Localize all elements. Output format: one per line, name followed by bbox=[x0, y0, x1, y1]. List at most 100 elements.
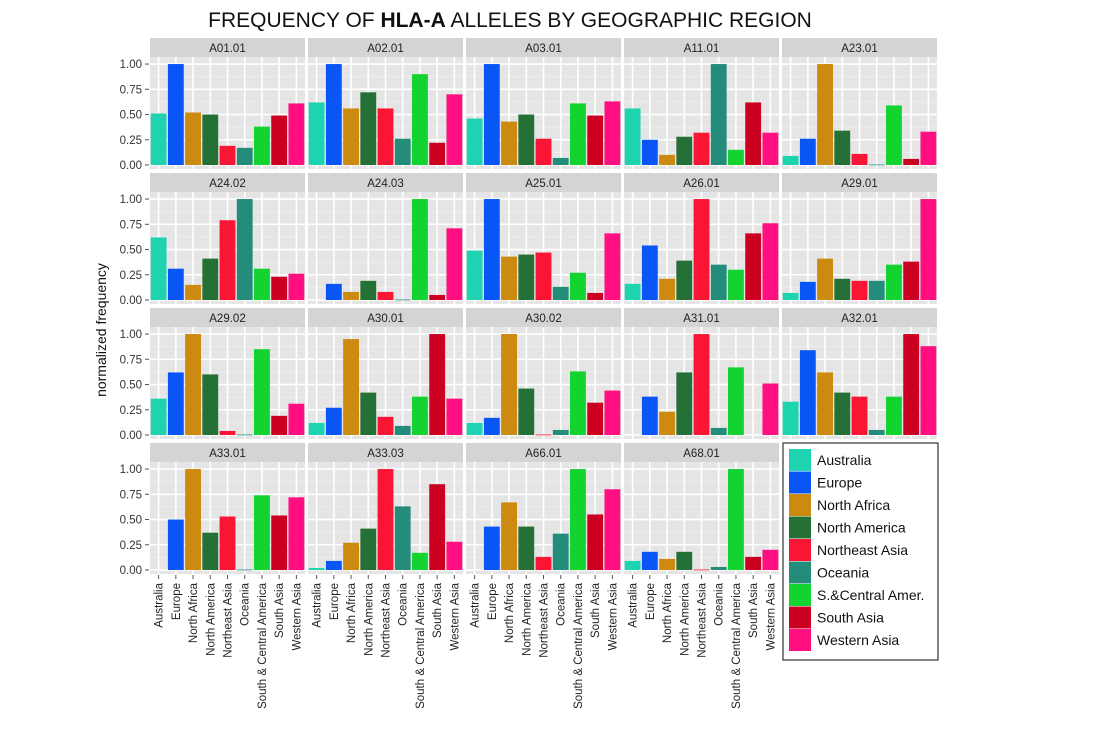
bar-northeast-asia bbox=[693, 132, 710, 165]
bar-north-america bbox=[834, 130, 851, 165]
x-tick-label: South & Central America bbox=[257, 582, 269, 709]
legend-entry: Oceania bbox=[789, 561, 869, 584]
y-tick-label: 0.75 bbox=[120, 84, 142, 96]
legend-swatch bbox=[789, 584, 811, 606]
bar-western-asia bbox=[762, 132, 779, 165]
y-tick-label: 0.75 bbox=[120, 354, 142, 366]
bar-south-central-america bbox=[886, 264, 902, 300]
legend-entry: South Asia bbox=[789, 606, 884, 629]
bar-north-america bbox=[518, 254, 535, 300]
panel-A02-01: A02.01 bbox=[308, 38, 463, 169]
bar-north-america bbox=[360, 392, 377, 435]
bar-northeast-asia bbox=[851, 280, 868, 300]
bar-north-america bbox=[518, 114, 535, 165]
bar-oceania bbox=[394, 299, 411, 301]
x-tick-label: Western Asia bbox=[449, 582, 461, 650]
legend-entry: Northeast Asia bbox=[789, 539, 908, 561]
y-tick-label: 0.00 bbox=[120, 565, 142, 577]
bar-south-central-america bbox=[412, 199, 428, 300]
bar-south-central-america bbox=[570, 371, 586, 435]
bar-south-asia bbox=[587, 115, 604, 165]
legend: Australia Europe North Africa North America… bbox=[782, 442, 939, 661]
bar-australia bbox=[624, 560, 641, 570]
bar-north-america bbox=[676, 260, 693, 300]
x-tick-label: North America bbox=[679, 582, 691, 655]
bar-australia bbox=[782, 155, 799, 165]
strip-background bbox=[466, 308, 621, 327]
x-tick-label: Northeast Asia bbox=[223, 582, 235, 657]
y-tick-label: 0.25 bbox=[120, 135, 142, 147]
bar-oceania bbox=[236, 434, 253, 436]
bar-north-africa bbox=[501, 334, 517, 435]
legend-entry: Europe bbox=[789, 471, 862, 494]
strip-label: A30.01 bbox=[367, 313, 403, 325]
panel-A32-01: A32.01 bbox=[782, 308, 937, 439]
bar-south-asia bbox=[271, 515, 288, 570]
strip-background bbox=[150, 38, 305, 57]
bar-australia bbox=[466, 250, 483, 300]
strip-label: A32.01 bbox=[841, 313, 877, 325]
bar-europe bbox=[799, 350, 816, 435]
bar-oceania bbox=[710, 566, 727, 570]
bar-north-america bbox=[676, 551, 693, 570]
bar-australia bbox=[466, 118, 483, 165]
legend-label: Australia bbox=[817, 452, 872, 468]
bar-south-asia bbox=[745, 556, 762, 570]
x-tick-label: Western Asia bbox=[765, 582, 777, 650]
y-axis-label: normalized frequency bbox=[93, 263, 109, 397]
legend-label: South Asia bbox=[817, 610, 884, 626]
bar-south-asia bbox=[587, 402, 604, 435]
bar-northeast-asia bbox=[377, 108, 394, 165]
bar-australia bbox=[624, 108, 641, 165]
x-tick-label: North America bbox=[205, 582, 217, 655]
strip-label: A26.01 bbox=[683, 178, 719, 190]
x-tick-label: Oceania bbox=[240, 582, 252, 625]
strip-label: A29.01 bbox=[841, 178, 877, 190]
strip-label: A66.01 bbox=[525, 448, 561, 460]
strip-background bbox=[624, 308, 779, 327]
bar-south-central-america bbox=[886, 105, 902, 165]
bar-oceania bbox=[394, 425, 411, 435]
bar-northeast-asia bbox=[219, 516, 236, 570]
strip-background bbox=[150, 443, 305, 462]
y-tick-label: 0.50 bbox=[120, 110, 142, 122]
bar-north-africa bbox=[185, 284, 201, 300]
bar-south-asia bbox=[429, 484, 446, 570]
bar-western-asia bbox=[604, 101, 621, 165]
strip-background bbox=[782, 173, 937, 192]
legend-swatch bbox=[789, 539, 811, 561]
bar-north-africa bbox=[659, 278, 675, 300]
strip-background bbox=[308, 443, 463, 462]
y-tick-label: 0.00 bbox=[120, 430, 142, 442]
legend-swatch bbox=[789, 494, 811, 516]
bar-australia bbox=[308, 567, 325, 570]
bar-oceania bbox=[710, 264, 727, 300]
bar-south-asia bbox=[271, 276, 288, 300]
strip-background bbox=[150, 173, 305, 192]
strip-label: A23.01 bbox=[841, 43, 877, 55]
facet-panels: A01.01 0.00 0.25 0.50 0.75 1.00 A02.01 A03.01 A1… bbox=[120, 38, 937, 577]
bar-oceania bbox=[394, 138, 411, 165]
bar-north-america bbox=[518, 526, 535, 570]
y-tick-label: 0.75 bbox=[120, 489, 142, 501]
bar-south-asia bbox=[587, 292, 604, 300]
panel-A68-01: A68.01 bbox=[624, 443, 779, 574]
bar-australia bbox=[308, 422, 325, 435]
bar-north-america bbox=[202, 258, 219, 300]
y-tick-label: 1.00 bbox=[120, 59, 142, 71]
bar-western-asia bbox=[288, 103, 305, 165]
bar-western-asia bbox=[446, 541, 463, 570]
bar-south-central-america bbox=[412, 552, 428, 570]
bar-europe bbox=[167, 64, 184, 165]
bar-south-central-america bbox=[412, 396, 428, 435]
strip-label: A25.01 bbox=[525, 178, 561, 190]
x-tick-label: Australia bbox=[154, 582, 166, 627]
x-tick-label: Europe bbox=[329, 583, 341, 620]
bar-europe bbox=[483, 199, 500, 300]
bar-north-africa bbox=[659, 411, 675, 435]
bar-north-africa bbox=[817, 258, 833, 300]
panel-A01-01: A01.01 0.00 0.25 0.50 0.75 1.00 bbox=[120, 38, 305, 172]
bar-oceania bbox=[552, 533, 569, 570]
bar-northeast-asia bbox=[851, 396, 868, 435]
strip-label: A24.02 bbox=[209, 178, 245, 190]
